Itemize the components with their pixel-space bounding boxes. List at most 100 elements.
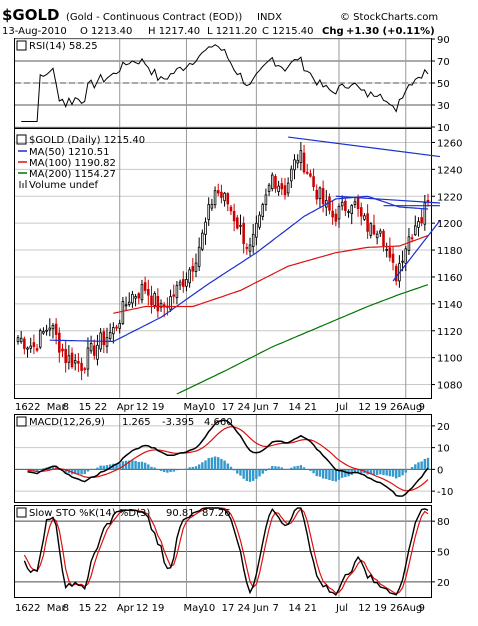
rsi-title: RSI(14) 58.25 [29,41,98,52]
macd-histogram-bar [286,468,290,470]
macd-histogram-bar [267,468,271,470]
macd-histogram-bar [271,465,274,470]
x-tick-label: Mar [47,603,67,614]
macd-histogram-bar [64,469,67,473]
price-candle [388,247,392,258]
macd-histogram-bar [226,463,229,470]
macd-histogram-bar [156,469,160,470]
macd-histogram-bar [210,457,214,470]
macd-histogram-bar [35,469,39,472]
price-candle [42,331,45,334]
price-candle [207,204,210,220]
price-candle [242,222,245,244]
stochastic-tick-label: 50 [437,548,450,559]
macd-histogram-bar [379,469,382,475]
x-tick-label: 21 [304,402,317,413]
macd-histogram-bar [417,462,420,470]
macd-histogram-bar [236,469,239,474]
macd-histogram-bar [315,469,318,477]
price-candle [181,279,185,287]
quote-change-label: Chg [322,26,344,37]
macd-histogram-bar [321,469,325,479]
price-candle [201,232,204,250]
macd-histogram-bar [232,469,236,471]
macd-histogram-bar [264,469,268,471]
macd-histogram-bar [356,469,360,473]
macd-histogram-bar [42,468,45,470]
price-candle [89,343,93,352]
price-candle [197,246,201,267]
x-tick-label: Jun [252,603,269,614]
price-candle [382,230,385,247]
x-tick-label: 7 [272,603,278,614]
macd-histogram-bar [74,469,77,475]
x-tick-label: 22 [94,402,107,413]
x-tick-label: 9 [419,603,425,614]
price-candle [185,279,188,287]
macd-histogram-bar [382,469,385,476]
macd-histogram-bar [306,469,309,470]
macd-histogram-bar [337,469,341,480]
macd-histogram-bar [137,461,140,470]
macd-histogram-bar [169,469,172,473]
rsi-line [21,44,429,122]
x-tick-label: 22 [28,603,41,614]
macd-tick-label: -10 [437,487,453,498]
price-title: $GOLD (Daily) 1215.40 [29,135,145,146]
rsi-legend-swatch [16,40,27,51]
stochastic-title: Slow STO %K(14) %D(3) [29,508,150,519]
volume-legend-swatch-c [25,180,27,188]
macd-histogram-bar [118,463,121,470]
chart-header: $GOLD (Gold - Continuous Contract (EOD))… [2,6,438,37]
macd-histogram-bar [32,469,36,472]
price-candle [407,236,411,251]
x-tick-label: 26 [390,402,403,413]
price-candle [379,230,382,234]
price-candle [261,204,265,217]
ma200-legend-label: MA(200) 1154.27 [29,169,116,180]
macd-histogram-bar [204,460,207,470]
x-tick-label: 8 [63,402,69,413]
x-tick-label: 12 [136,402,149,413]
price-candle [369,223,373,236]
price-candle [277,185,280,193]
macd-histogram-bar [188,467,191,470]
trendline [335,195,441,204]
price-candle [372,224,376,235]
macd-histogram-bar [255,469,258,479]
price-candle [404,248,408,264]
price-candle [356,197,360,210]
price-tick-label: 1260 [437,138,462,149]
price-candle [251,233,255,248]
macd-panel [14,414,432,503]
macd-histogram-bar [296,465,299,470]
macd-histogram-bar [395,469,398,479]
price-candle [137,293,141,299]
macd-histogram-bar [369,469,372,475]
brand-watermark[interactable]: © StockCharts.com [340,12,438,23]
plot-layer [16,44,441,596]
macd-histogram-bar [153,467,156,470]
macd-legend-swatch [16,416,27,427]
price-candle [420,217,423,224]
macd-legend: MACD(12,26,9) 1.265 -3.395 4.660 [16,416,233,428]
macd-histogram-bar [334,469,338,482]
macd-histogram-bar [353,469,357,474]
x-tick-label: 22 [28,402,41,413]
x-tick-label: Mar [47,402,67,413]
price-candle [70,352,74,368]
stochastic-legend-swatch [16,507,27,518]
macd-histogram-bar [372,469,376,475]
price-candle [19,337,23,343]
macd-histogram-bar [420,461,423,470]
price-candle [175,285,179,299]
price-candle [350,205,354,214]
price-tick-label: 1240 [437,165,462,176]
price-candle [112,327,115,335]
macd-histogram-bar [121,461,125,470]
price-candle [26,347,29,350]
macd-histogram-bar [175,469,179,471]
price-tick-label: 1180 [437,246,462,257]
axis-layer: 9070503010126012401220120011801160114011… [15,35,462,614]
